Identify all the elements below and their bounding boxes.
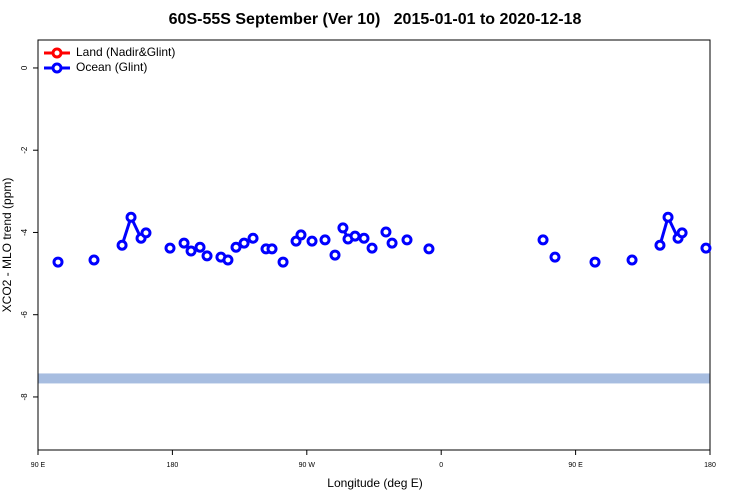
x-tick-label: 0 [439,462,443,469]
data-point [116,239,128,251]
x-tick-label: 90 E [568,462,583,469]
data-point [194,241,206,253]
y-tick-label: -2 [20,146,29,154]
data-point [654,239,666,251]
legend-marker [51,47,63,59]
x-axis-label: Longitude (deg E) [327,476,422,490]
x-tick-label: 180 [167,462,179,469]
x-tick-label: 90 W [299,462,316,469]
data-point [238,237,250,249]
data-point [266,243,278,255]
chart-title: 60S-55S September (Ver 10) 2015-01-01 to… [169,11,582,28]
data-point [319,234,331,246]
data-point [401,234,413,246]
data-point [295,229,307,241]
data-point [589,256,601,268]
data-point [349,230,361,242]
legend-label: Ocean (Glint) [76,60,147,74]
series-line [122,217,706,248]
data-point [306,235,318,247]
data-point [662,211,674,223]
y-tick-label: -6 [20,311,29,319]
data-point [700,242,712,254]
data-point [329,249,341,261]
data-point [366,242,378,254]
data-point [337,222,349,234]
legend-marker [51,62,63,74]
data-point [386,237,398,249]
x-tick-label: 180 [704,462,716,469]
data-point [537,234,549,246]
data-point [201,250,213,262]
data-point [164,242,176,254]
data-point [247,232,259,244]
reference-band [38,373,710,384]
data-point [178,237,190,249]
data-point [222,254,234,266]
legend-label: Land (Nadir&Glint) [76,45,175,59]
data-point [626,254,638,266]
y-axis-label: XCO2 - MLO trend (ppm) [0,178,14,313]
data-point [380,226,392,238]
data-point [676,227,688,239]
data-point [358,232,370,244]
y-tick-label: 0 [20,65,29,70]
data-point [140,227,152,239]
y-tick-label: -4 [20,228,29,236]
data-point [185,245,197,257]
data-point [277,256,289,268]
data-point [125,211,137,223]
data-point [549,251,561,263]
x-tick-label: 90 E [31,462,46,469]
data-point [230,241,242,253]
data-point [88,254,100,266]
y-tick-label: -8 [20,393,29,401]
data-point [423,243,435,255]
data-point [52,256,64,268]
